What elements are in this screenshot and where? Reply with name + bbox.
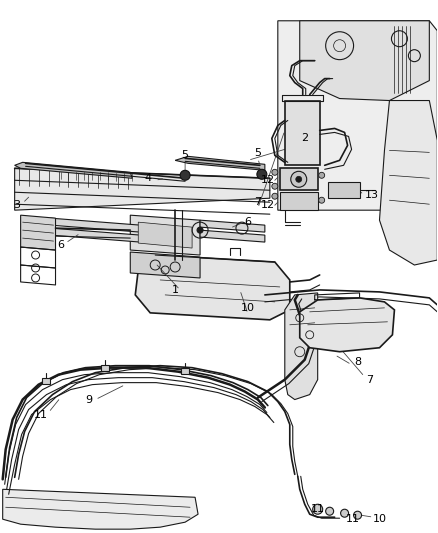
Polygon shape [21, 215, 56, 250]
Text: 1: 1 [172, 285, 179, 295]
Circle shape [272, 183, 278, 189]
Text: 10: 10 [372, 514, 386, 524]
Text: 5: 5 [254, 148, 261, 158]
Text: 10: 10 [241, 303, 255, 313]
Polygon shape [278, 21, 437, 210]
Bar [42, 378, 49, 384]
Polygon shape [14, 163, 132, 178]
Circle shape [257, 169, 267, 179]
Text: 11: 11 [311, 504, 325, 514]
Text: 3: 3 [13, 200, 20, 210]
Polygon shape [135, 255, 290, 320]
Polygon shape [285, 293, 318, 400]
Circle shape [197, 227, 203, 233]
Circle shape [272, 169, 278, 175]
Polygon shape [130, 215, 200, 255]
Circle shape [326, 507, 334, 515]
Text: 12: 12 [261, 175, 275, 185]
Polygon shape [285, 101, 320, 165]
Text: 7: 7 [254, 197, 261, 207]
Text: 6: 6 [57, 240, 64, 250]
Text: 12: 12 [261, 200, 275, 210]
Text: 5: 5 [182, 150, 189, 160]
Polygon shape [300, 21, 429, 101]
Circle shape [319, 172, 325, 178]
Polygon shape [50, 218, 140, 232]
Text: 11: 11 [34, 409, 48, 419]
Circle shape [353, 511, 361, 519]
Text: 6: 6 [244, 217, 251, 227]
Polygon shape [328, 182, 360, 198]
Bar [181, 368, 189, 374]
Circle shape [272, 193, 278, 199]
Polygon shape [50, 228, 140, 242]
Text: 11: 11 [346, 514, 360, 524]
Circle shape [341, 509, 349, 517]
Bar [101, 365, 110, 370]
Text: 2: 2 [301, 133, 308, 143]
Text: 7: 7 [366, 375, 373, 385]
Text: 4: 4 [145, 173, 152, 183]
Circle shape [296, 176, 302, 182]
Text: 8: 8 [354, 357, 361, 367]
Circle shape [313, 504, 323, 514]
Polygon shape [379, 101, 437, 265]
Polygon shape [300, 298, 395, 352]
Polygon shape [130, 252, 200, 278]
Polygon shape [175, 156, 265, 171]
Polygon shape [280, 192, 318, 210]
Circle shape [180, 171, 190, 180]
Polygon shape [280, 168, 318, 190]
Polygon shape [200, 220, 265, 232]
Circle shape [291, 171, 307, 187]
Polygon shape [3, 489, 198, 529]
Text: 9: 9 [85, 394, 92, 405]
Polygon shape [200, 230, 265, 242]
Polygon shape [14, 168, 270, 210]
Circle shape [319, 197, 325, 203]
Polygon shape [138, 222, 192, 248]
Text: 13: 13 [364, 190, 378, 200]
